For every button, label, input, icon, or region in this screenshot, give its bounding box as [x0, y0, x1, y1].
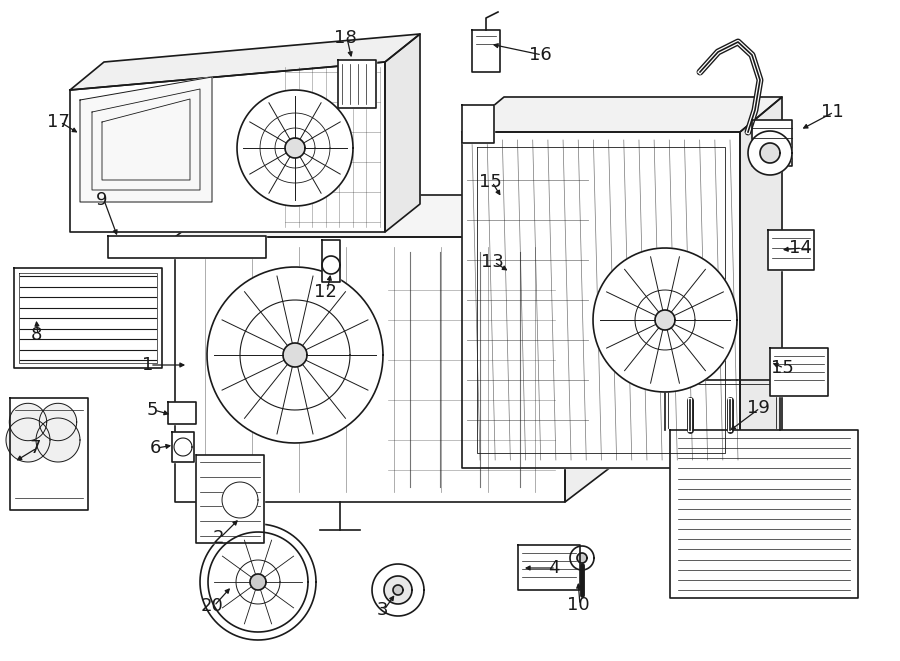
Polygon shape — [462, 132, 740, 468]
Polygon shape — [196, 455, 264, 543]
Polygon shape — [175, 237, 565, 502]
Text: 11: 11 — [821, 103, 843, 121]
Polygon shape — [518, 545, 580, 590]
Polygon shape — [207, 267, 383, 443]
Polygon shape — [393, 585, 403, 595]
Text: 14: 14 — [788, 239, 812, 257]
Polygon shape — [472, 30, 500, 72]
Text: 1: 1 — [142, 356, 154, 374]
Polygon shape — [36, 418, 80, 462]
Polygon shape — [168, 402, 196, 424]
Polygon shape — [6, 418, 50, 462]
Polygon shape — [372, 564, 424, 616]
Text: 17: 17 — [47, 113, 69, 131]
Text: 15: 15 — [479, 173, 501, 191]
Polygon shape — [670, 430, 858, 598]
Polygon shape — [385, 34, 420, 232]
Polygon shape — [748, 131, 792, 175]
Polygon shape — [384, 576, 412, 604]
Text: 4: 4 — [548, 559, 560, 577]
Polygon shape — [593, 248, 737, 392]
Polygon shape — [322, 240, 340, 282]
Polygon shape — [760, 143, 780, 163]
Text: 13: 13 — [481, 253, 503, 271]
Polygon shape — [250, 574, 266, 590]
Polygon shape — [285, 138, 305, 158]
Polygon shape — [172, 432, 194, 462]
Polygon shape — [208, 532, 308, 632]
Polygon shape — [462, 97, 782, 132]
Polygon shape — [565, 195, 620, 502]
Polygon shape — [740, 97, 782, 468]
Polygon shape — [768, 230, 814, 270]
Text: 12: 12 — [313, 283, 337, 301]
Text: 5: 5 — [146, 401, 158, 419]
Text: 19: 19 — [747, 399, 770, 417]
Polygon shape — [108, 236, 266, 258]
Polygon shape — [70, 62, 385, 232]
Polygon shape — [80, 77, 212, 202]
Polygon shape — [283, 343, 307, 367]
Text: 6: 6 — [149, 439, 161, 457]
Text: 3: 3 — [376, 601, 388, 619]
Text: 7: 7 — [29, 439, 40, 457]
Polygon shape — [175, 195, 620, 237]
Polygon shape — [40, 403, 76, 441]
Polygon shape — [9, 403, 47, 441]
Polygon shape — [236, 560, 280, 604]
Polygon shape — [770, 348, 828, 396]
Text: 15: 15 — [770, 359, 794, 377]
Text: 20: 20 — [201, 597, 223, 615]
Polygon shape — [222, 482, 258, 518]
Polygon shape — [752, 120, 792, 166]
Polygon shape — [655, 310, 675, 330]
Text: 10: 10 — [567, 596, 590, 614]
Polygon shape — [322, 256, 340, 274]
Polygon shape — [70, 34, 420, 90]
Polygon shape — [174, 438, 192, 456]
Polygon shape — [14, 268, 162, 368]
Text: 16: 16 — [528, 46, 552, 64]
Polygon shape — [577, 553, 587, 563]
Text: 8: 8 — [31, 326, 41, 344]
Polygon shape — [338, 60, 376, 108]
Polygon shape — [570, 546, 594, 570]
Text: 2: 2 — [212, 529, 224, 547]
Polygon shape — [462, 105, 494, 143]
Polygon shape — [237, 90, 353, 206]
Text: 9: 9 — [96, 191, 108, 209]
Text: 18: 18 — [334, 29, 356, 47]
